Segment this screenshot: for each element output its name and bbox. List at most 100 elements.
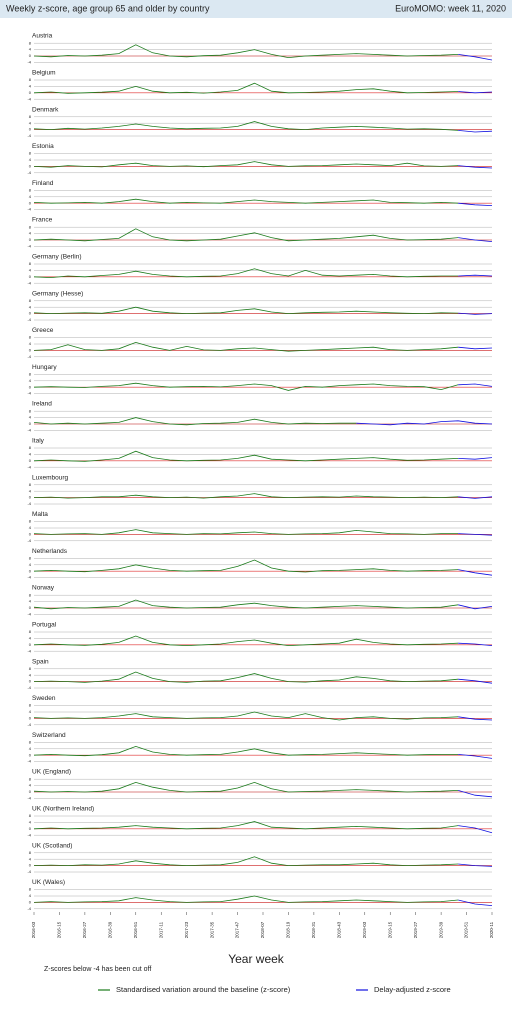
z-score-line (458, 825, 493, 834)
x-tick-label: 2017-47 (235, 921, 240, 938)
y-tick-label: 4 (29, 599, 32, 604)
y-tick-label: -4 (27, 464, 31, 469)
y-tick-label: -4 (27, 207, 31, 212)
y-tick-label: 0 (29, 789, 32, 794)
y-tick-label: -4 (27, 391, 31, 396)
z-score-line (33, 268, 459, 279)
y-tick-label: 8 (29, 887, 32, 892)
panel-title: Greece (32, 327, 54, 334)
y-tick-label: -4 (27, 795, 31, 800)
x-tick-label: 2016-15 (57, 921, 62, 938)
y-tick-label: 4 (29, 525, 32, 530)
y-tick-label: 0 (29, 899, 32, 904)
y-tick-label: -4 (27, 280, 31, 285)
y-tick-label: 8 (29, 187, 32, 192)
y-tick-label: 8 (29, 224, 32, 229)
z-score-line (458, 716, 493, 721)
y-tick-label: 0 (29, 200, 32, 205)
y-tick-label: 4 (29, 488, 32, 493)
y-tick-label: 4 (29, 856, 32, 861)
y-tick-label: -4 (27, 869, 31, 874)
z-score-line (33, 599, 459, 610)
x-tick-label: 2017-23 (184, 921, 189, 938)
x-tick-label: 2016-03 (31, 921, 36, 938)
panel-title: Estonia (32, 143, 54, 150)
y-tick-label: 0 (29, 863, 32, 868)
y-tick-label: -4 (27, 317, 31, 322)
z-score-line (458, 54, 493, 61)
x-tick-label: 2019-03 (362, 921, 367, 938)
y-tick-label: -4 (27, 759, 31, 764)
y-tick-label: 4 (29, 194, 32, 199)
y-tick-label: 4 (29, 120, 32, 125)
y-tick-label: -4 (27, 59, 31, 64)
y-tick-label: 4 (29, 451, 32, 456)
y-tick-label: 0 (29, 679, 32, 684)
z-score-line (458, 533, 493, 536)
x-axis-label: Year week (228, 952, 285, 966)
panel-title: Portugal (32, 622, 57, 629)
y-tick-label: 8 (29, 482, 32, 487)
header-bar (0, 0, 512, 18)
y-tick-label: -4 (27, 170, 31, 175)
panel-title: Germany (Berlin) (32, 254, 81, 261)
z-score-line (33, 450, 459, 462)
x-tick-label: 2019-39 (438, 921, 443, 938)
y-tick-label: -4 (27, 538, 31, 543)
z-score-line (33, 82, 459, 94)
x-tick-label: 2017-11 (158, 921, 163, 938)
z-score-line (458, 202, 493, 206)
y-tick-label: 4 (29, 893, 32, 898)
z-score-line (458, 754, 493, 759)
y-tick-label: 0 (29, 715, 32, 720)
y-tick-label: 0 (29, 568, 32, 573)
panel-title: Italy (32, 438, 45, 445)
chart-title: Weekly z-score, age group 65 and older b… (6, 3, 210, 13)
z-score-line (33, 529, 459, 535)
z-score-line (458, 274, 493, 277)
x-tick-label: 2018-19 (286, 921, 291, 938)
legend-label: Delay-adjusted z-score (374, 985, 451, 994)
y-tick-label: -4 (27, 685, 31, 690)
z-score-line (458, 678, 493, 684)
z-score-line (458, 496, 493, 499)
panel-title: Sweden (32, 695, 56, 702)
y-tick-label: 8 (29, 77, 32, 82)
y-tick-label: 0 (29, 163, 32, 168)
y-tick-label: -4 (27, 611, 31, 616)
y-tick-label: 4 (29, 819, 32, 824)
y-tick-label: 8 (29, 151, 32, 156)
z-score-line (458, 237, 493, 242)
x-tick-label: 2016-51 (133, 921, 138, 938)
y-tick-label: 0 (29, 384, 32, 389)
y-tick-label: 4 (29, 783, 32, 788)
z-score-line (33, 711, 459, 721)
y-tick-label: 4 (29, 415, 32, 420)
z-score-line (33, 895, 459, 903)
panel-title: Denmark (32, 106, 59, 113)
panel-title: Netherlands (32, 548, 68, 555)
x-tick-label: 2016-39 (108, 921, 113, 938)
z-score-line (458, 383, 493, 387)
y-tick-label: -4 (27, 906, 31, 911)
y-tick-label: 8 (29, 298, 32, 303)
legend-label: Standardised variation around the baseli… (116, 985, 291, 994)
z-score-line (33, 781, 459, 793)
panel-title: Austria (32, 33, 53, 40)
y-tick-label: 8 (29, 40, 32, 45)
y-tick-label: 8 (29, 261, 32, 266)
y-tick-label: 4 (29, 47, 32, 52)
panel-title: Malta (32, 511, 48, 518)
z-score-line (458, 863, 493, 867)
z-score-line (33, 161, 459, 168)
z-score-line (33, 493, 459, 499)
panel-title: Norway (32, 585, 55, 592)
z-score-line (33, 856, 459, 867)
y-tick-label: 8 (29, 335, 32, 340)
y-tick-label: 4 (29, 157, 32, 162)
y-tick-label: 4 (29, 672, 32, 677)
panel-title: France (32, 217, 53, 224)
y-tick-label: 8 (29, 445, 32, 450)
z-score-line (458, 569, 493, 576)
